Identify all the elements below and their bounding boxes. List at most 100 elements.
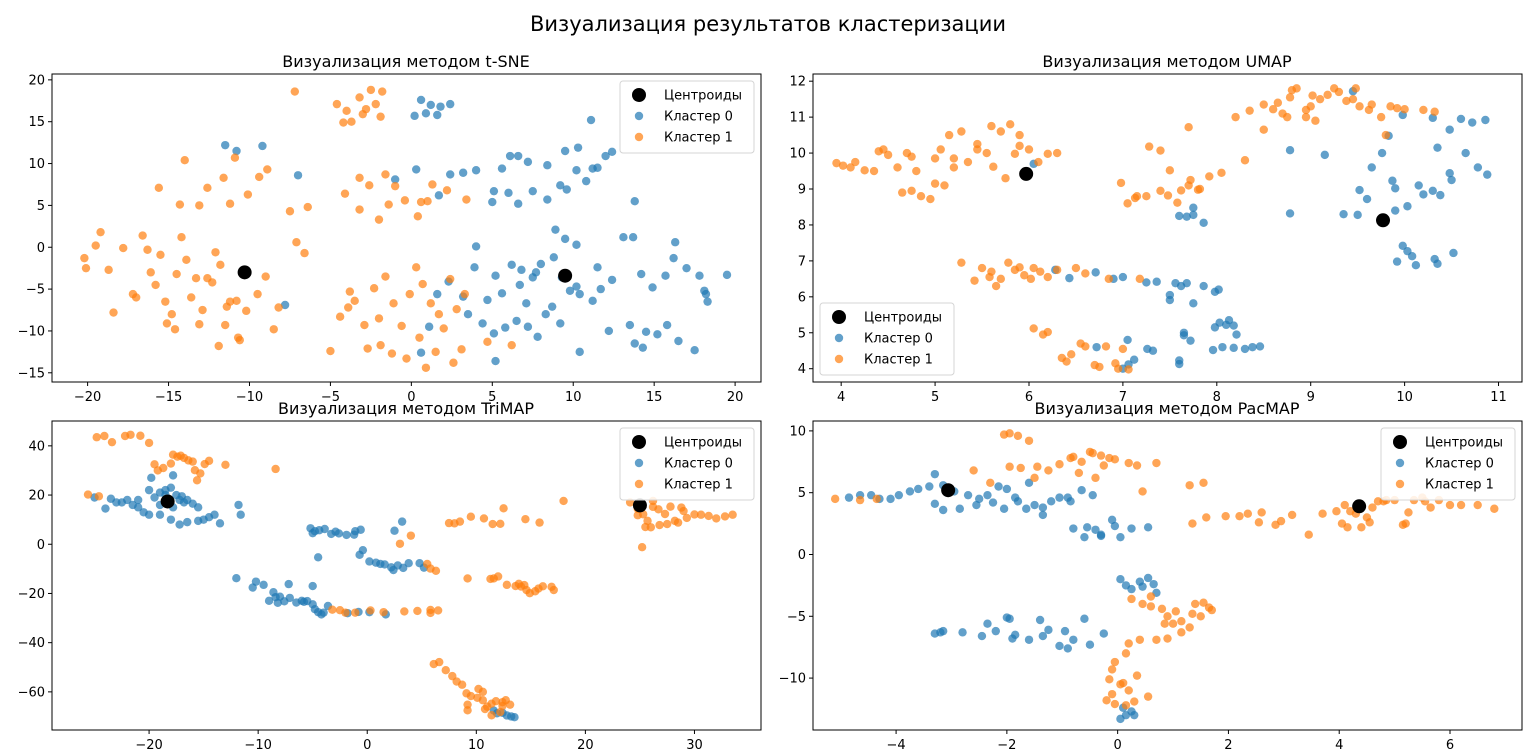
centroid-point — [237, 265, 252, 280]
data-point — [466, 691, 476, 701]
data-point — [907, 152, 916, 161]
data-point — [195, 320, 204, 329]
data-point — [480, 704, 490, 714]
data-point — [958, 628, 967, 637]
data-point — [607, 147, 617, 157]
data-point — [1235, 511, 1244, 521]
data-point — [499, 504, 508, 513]
data-point — [701, 289, 711, 299]
data-point — [1111, 359, 1120, 368]
data-point — [1082, 523, 1092, 532]
data-point — [413, 212, 423, 221]
data-point — [1081, 342, 1090, 351]
subplot-tsne: Визуализация методом t-SNE −20 −15 −10 −5 0 5… — [18, 52, 762, 405]
x-tick-label: 30 — [686, 738, 703, 753]
data-point — [944, 130, 954, 140]
data-point — [648, 283, 657, 292]
data-point — [1105, 453, 1114, 463]
data-point — [575, 289, 584, 299]
data-point — [96, 227, 105, 237]
data-point — [1348, 94, 1358, 104]
data-point — [662, 519, 672, 529]
data-point — [1199, 478, 1208, 487]
data-point — [208, 278, 217, 287]
data-point — [131, 293, 141, 302]
x-tick-label: 6 — [1025, 390, 1033, 405]
data-point — [426, 605, 435, 615]
data-point — [1240, 344, 1250, 354]
data-point — [955, 504, 964, 513]
data-point — [1231, 112, 1240, 122]
data-point — [986, 478, 995, 487]
data-point — [1414, 181, 1423, 190]
data-point — [1088, 490, 1097, 500]
x-tick-label: 10 — [468, 738, 485, 753]
data-point — [1033, 462, 1042, 471]
y-tick-label: 8 — [798, 218, 806, 233]
data-point — [195, 201, 204, 210]
axes-frame — [812, 73, 1523, 383]
x-tick-label: −15 — [155, 390, 182, 405]
data-point — [1481, 115, 1490, 125]
legend-box — [1380, 427, 1516, 501]
data-point — [1473, 163, 1483, 172]
data-point — [478, 319, 487, 328]
plot-area — [830, 429, 1499, 724]
data-point — [123, 495, 132, 505]
data-point — [421, 109, 431, 118]
data-point — [1116, 714, 1125, 724]
data-point — [507, 260, 516, 270]
data-point — [1199, 218, 1208, 227]
x-tick-label: 4 — [1335, 738, 1343, 753]
data-point — [996, 274, 1006, 284]
legend-label: Кластер 1 — [864, 353, 933, 368]
data-point — [1030, 473, 1039, 483]
data-point — [326, 346, 335, 356]
data-point — [1217, 168, 1226, 178]
data-point — [1215, 318, 1224, 327]
data-point — [1189, 203, 1198, 212]
data-point — [1029, 263, 1038, 273]
data-point — [1074, 468, 1084, 478]
data-point — [284, 579, 293, 589]
data-point — [1142, 191, 1151, 201]
data-point — [471, 166, 481, 175]
data-point — [607, 275, 617, 285]
legend-label: Кластер 1 — [664, 478, 733, 493]
data-point — [1096, 531, 1106, 541]
plot-area — [83, 430, 737, 722]
data-point — [133, 503, 143, 512]
data-point — [457, 345, 466, 354]
data-point — [400, 607, 409, 616]
data-point — [193, 503, 203, 512]
data-point — [930, 499, 940, 509]
data-point — [1188, 609, 1197, 619]
x-tick-label: −2 — [997, 738, 1016, 753]
data-point — [1428, 186, 1437, 196]
y-tick-label: −5 — [26, 283, 45, 298]
data-point — [1276, 516, 1286, 526]
data-point — [1218, 342, 1227, 352]
data-point — [1110, 657, 1120, 667]
data-point — [543, 195, 552, 204]
data-point — [983, 619, 992, 628]
data-point — [1121, 701, 1131, 710]
legend: Центроиды Кластер 0 Кластер 1 — [619, 80, 755, 154]
data-point — [460, 289, 469, 299]
subplot-title: Визуализация методом PacMAP — [1034, 399, 1299, 418]
data-point — [549, 253, 559, 262]
data-point — [345, 287, 355, 296]
data-point — [380, 560, 389, 569]
data-point — [1101, 342, 1111, 351]
data-point — [109, 308, 118, 317]
data-point — [1121, 649, 1131, 658]
data-point — [264, 596, 274, 606]
data-point — [893, 163, 902, 172]
data-point — [483, 337, 492, 347]
legend-label: Кластер 0 — [664, 457, 733, 472]
data-point — [366, 85, 376, 95]
data-point — [463, 574, 472, 583]
legend: Центроиды Кластер 0 Кластер 1 — [819, 302, 955, 376]
data-point — [457, 680, 467, 689]
